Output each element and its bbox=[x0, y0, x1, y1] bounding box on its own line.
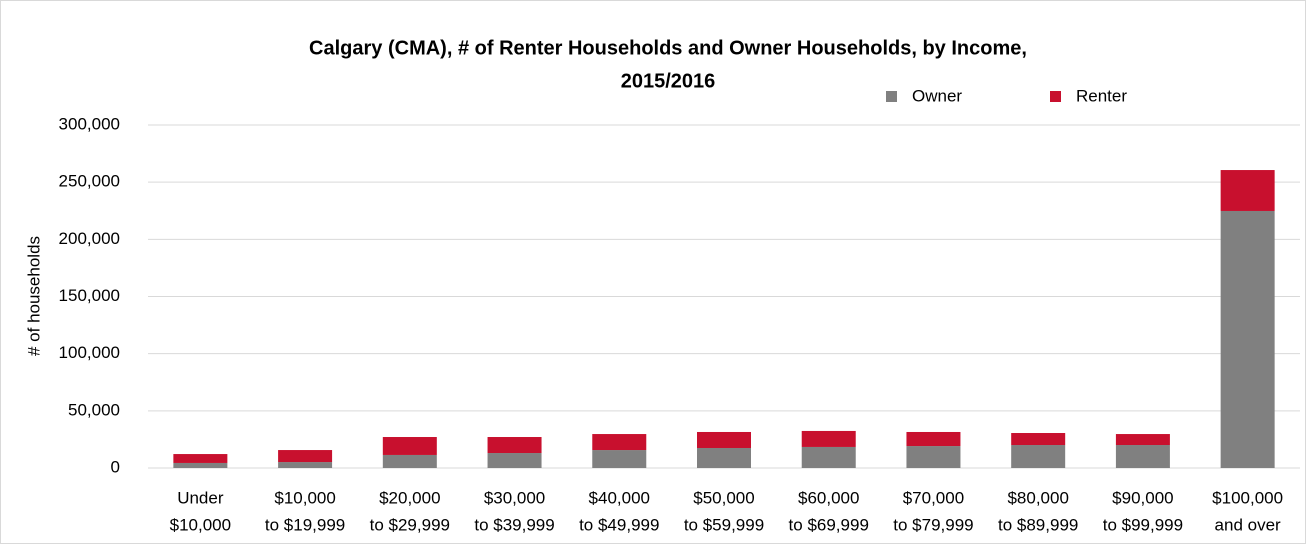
x-tick-label: $70,000 bbox=[903, 488, 964, 507]
x-tick-label: to $79,999 bbox=[893, 515, 973, 534]
x-tick-label: $60,000 bbox=[798, 488, 859, 507]
bar-segment bbox=[1115, 445, 1170, 468]
x-tick-label: $20,000 bbox=[379, 488, 440, 507]
x-tick-label: $10,000 bbox=[274, 488, 335, 507]
bar-segment bbox=[173, 454, 228, 463]
bar-segment bbox=[382, 454, 437, 468]
y-axis-label: # of households bbox=[24, 236, 43, 356]
legend-label: Renter bbox=[1076, 86, 1127, 105]
x-tick-label: $10,000 bbox=[170, 515, 231, 534]
x-tick-label: $50,000 bbox=[693, 488, 754, 507]
x-tick-label: to $49,999 bbox=[579, 515, 659, 534]
x-tick-label: $100,000 bbox=[1212, 488, 1283, 507]
x-tick-label: $30,000 bbox=[484, 488, 545, 507]
y-tick-label: 50,000 bbox=[68, 400, 120, 419]
x-tick-label: to $29,999 bbox=[370, 515, 450, 534]
x-tick-label: $40,000 bbox=[589, 488, 650, 507]
bar-segment bbox=[1011, 445, 1066, 468]
x-tick-label: to $39,999 bbox=[474, 515, 554, 534]
bar-segment bbox=[278, 462, 333, 468]
x-tick-label: to $99,999 bbox=[1103, 515, 1183, 534]
y-tick-label: 250,000 bbox=[59, 172, 120, 191]
bar-segment bbox=[1220, 170, 1275, 211]
x-tick-label: $90,000 bbox=[1112, 488, 1173, 507]
x-tick-label: to $69,999 bbox=[789, 515, 869, 534]
y-tick-label: 0 bbox=[111, 457, 120, 476]
bar-segment bbox=[487, 453, 542, 468]
x-tick-label: Under bbox=[177, 488, 224, 507]
legend-swatch bbox=[1050, 91, 1061, 102]
bar-segment bbox=[801, 430, 856, 447]
bar-segment bbox=[1115, 434, 1170, 446]
x-tick-label: to $19,999 bbox=[265, 515, 345, 534]
bar-segment bbox=[487, 437, 542, 454]
y-tick-label: 150,000 bbox=[59, 286, 120, 305]
bar-segment bbox=[173, 462, 228, 468]
bar-segment bbox=[697, 431, 751, 448]
legend-label: Owner bbox=[912, 86, 962, 105]
x-tick-label: to $59,999 bbox=[684, 515, 764, 534]
bar-segment bbox=[906, 446, 961, 468]
y-tick-label: 100,000 bbox=[59, 343, 120, 362]
bar-segment bbox=[592, 450, 647, 468]
y-tick-label: 200,000 bbox=[59, 229, 120, 248]
y-tick-label: 300,000 bbox=[59, 114, 120, 133]
legend-swatch bbox=[886, 91, 897, 102]
bar-segment bbox=[592, 434, 647, 451]
bar-segment bbox=[697, 447, 751, 468]
x-tick-label: to $89,999 bbox=[998, 515, 1078, 534]
chart-title: Calgary (CMA), # of Renter Households an… bbox=[309, 37, 1027, 59]
bar-segment bbox=[382, 437, 437, 455]
bar-segment bbox=[278, 450, 333, 463]
chart-title: 2015/2016 bbox=[621, 70, 716, 92]
x-tick-label: and over bbox=[1215, 515, 1281, 534]
bar-segment bbox=[1011, 433, 1066, 446]
bar-segment bbox=[1220, 210, 1275, 468]
x-tick-label: $80,000 bbox=[1007, 488, 1068, 507]
bar-segment bbox=[906, 431, 961, 447]
bar-segment bbox=[801, 446, 856, 468]
